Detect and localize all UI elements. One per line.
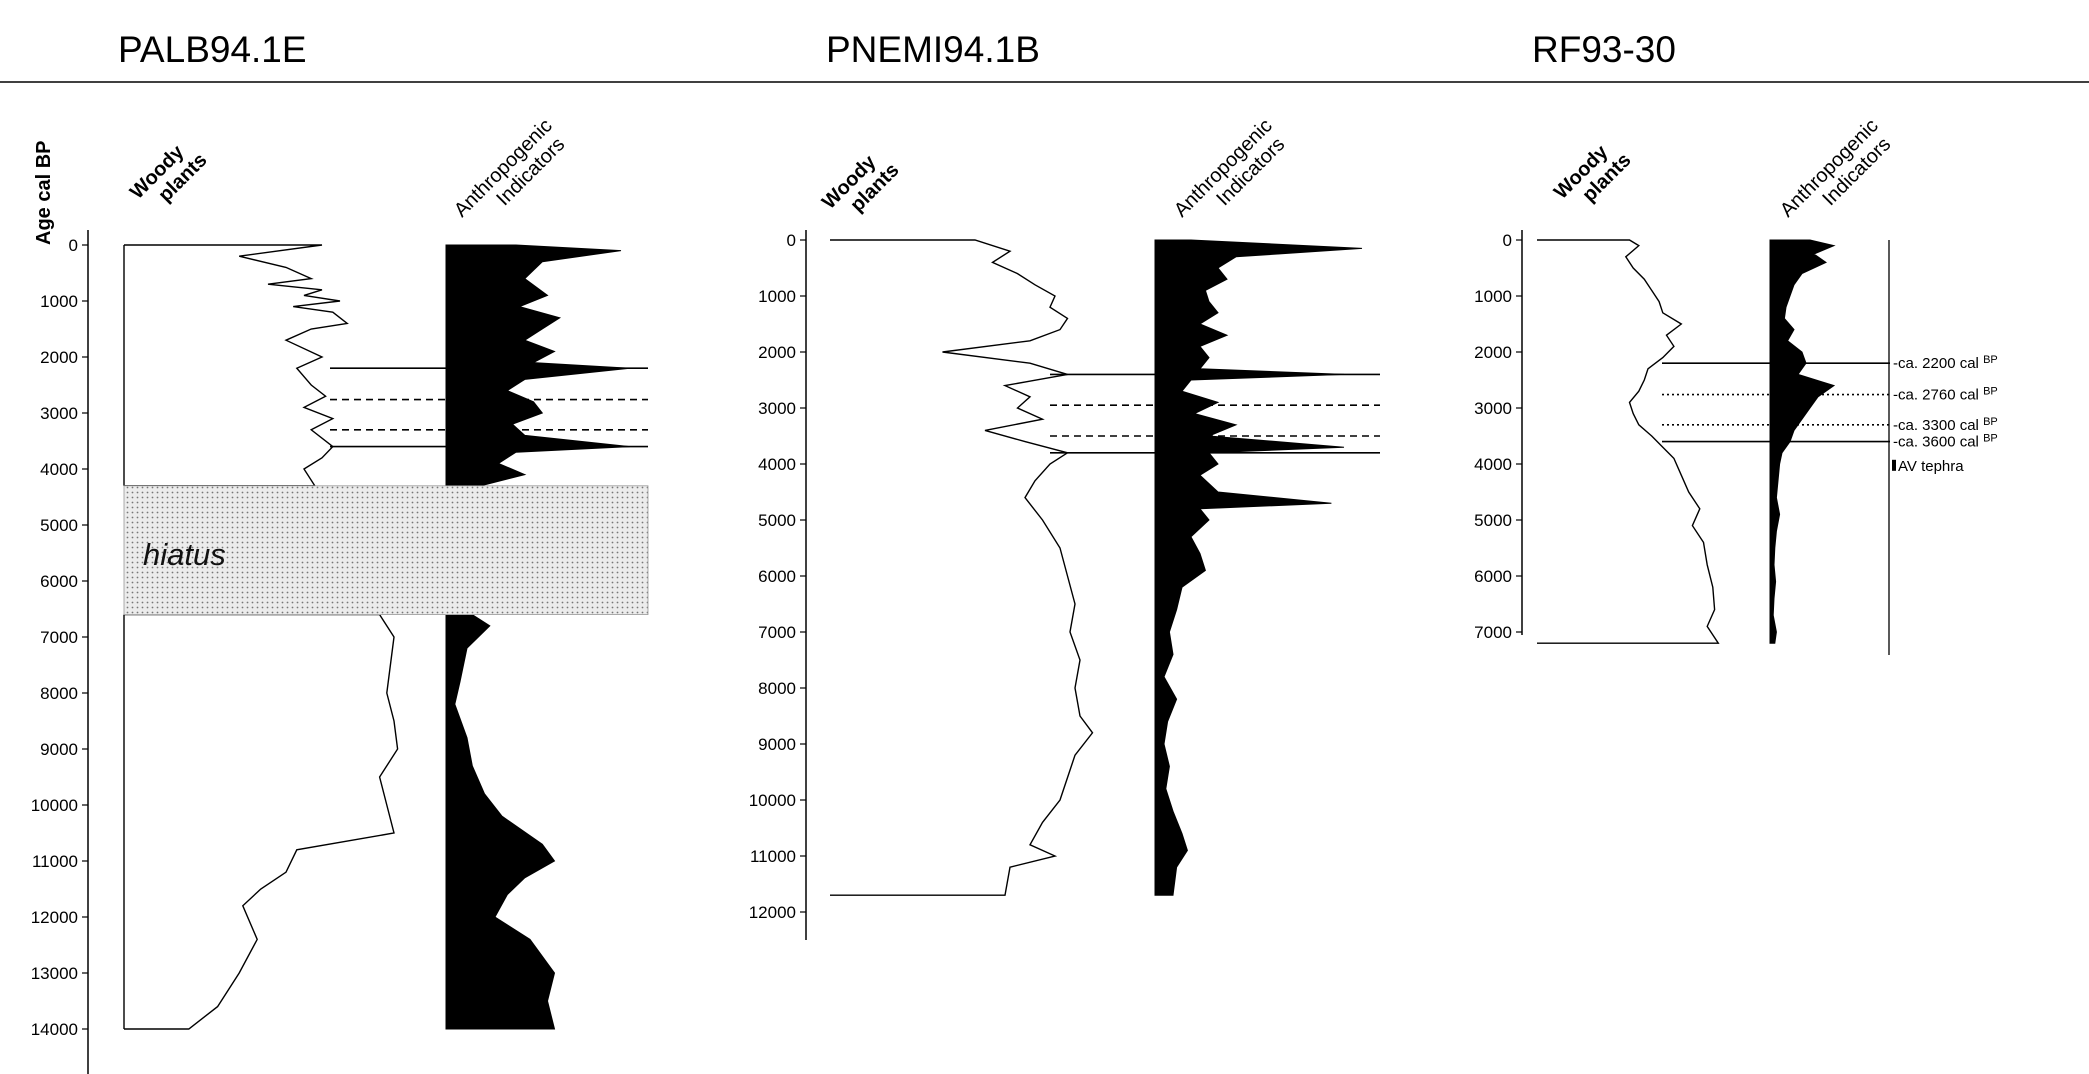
y-tick-label: 1000 xyxy=(1474,287,1512,306)
y-tick-label: 10000 xyxy=(31,796,78,815)
y-tick-label: 10000 xyxy=(749,791,796,810)
anthro-header-rf: Anthropogenic Indicators xyxy=(1776,115,1895,222)
y-tick-label: 4000 xyxy=(40,460,78,479)
y-tick-label: 12000 xyxy=(749,903,796,922)
y-tick-label: 3000 xyxy=(758,399,796,418)
y-tick-label: 5000 xyxy=(758,511,796,530)
tephra-label: AV tephra xyxy=(1898,458,1964,475)
y-tick-label: 12000 xyxy=(31,908,78,927)
panels: 0 1000 2000 3000 4000 5000 6000 7000 8000 9000 100… xyxy=(31,230,1998,1074)
y-tick-label: 4000 xyxy=(758,455,796,474)
y-tick-label: 0 xyxy=(787,231,796,250)
event-label-3600: -ca. 3600 cal BP xyxy=(1893,433,1998,451)
y-tick-label: 7000 xyxy=(1474,623,1512,642)
y-tick-label: 5000 xyxy=(40,516,78,535)
y-tick-label: 6000 xyxy=(40,572,78,591)
y-tick-label: 8000 xyxy=(758,679,796,698)
y-tick-label: 8000 xyxy=(40,684,78,703)
y-tick-label: 2000 xyxy=(40,348,78,367)
anthro-header-palb: Anthropogenic Indicators xyxy=(450,115,569,222)
woody-curve xyxy=(1537,239,1720,644)
y-tick-label: 7000 xyxy=(40,628,78,647)
y-tick-label: 0 xyxy=(69,236,78,255)
y-tick-label: 3000 xyxy=(1474,399,1512,418)
y-tick-label: 11000 xyxy=(750,847,796,866)
panel-title-pnemi: PNEMI94.1B xyxy=(826,29,1040,70)
tephra-marker xyxy=(1892,459,1896,471)
woody-header-rf: Woody plants xyxy=(1550,140,1635,206)
anthro-silhouette xyxy=(1154,239,1363,896)
panel-title-rf: RF93-30 xyxy=(1532,29,1676,70)
woody-curve xyxy=(124,244,349,487)
anthro-silhouette xyxy=(445,614,556,1030)
y-tick-label: 6000 xyxy=(1474,567,1512,586)
panel-2: 0 1000 2000 3000 4000 5000 6000 7000 -ca. 2200 c… xyxy=(1474,230,1998,655)
woody-header-palb: Woody plants xyxy=(126,140,211,206)
y-tick-label: 9000 xyxy=(40,740,78,759)
y-tick-label: 1000 xyxy=(758,287,796,306)
y-tick-label: 2000 xyxy=(1474,343,1512,362)
y-tick-label: 9000 xyxy=(758,735,796,754)
panel-1: 0 1000 2000 3000 4000 5000 6000 7000 8000 9000 100… xyxy=(749,230,1380,940)
anthro-silhouette xyxy=(445,244,630,487)
panel-title-palb: PALB94.1E xyxy=(118,29,307,70)
hiatus-band xyxy=(123,485,649,615)
y-tick-label: 3000 xyxy=(40,404,78,423)
y-tick-label: 11000 xyxy=(32,852,78,871)
woody-curve xyxy=(124,613,399,1030)
woody-header-pnemi: Woody plants xyxy=(818,150,903,216)
y-tick-label: 1000 xyxy=(40,292,78,311)
event-label-2200: -ca. 2200 cal BP xyxy=(1893,354,1998,372)
y-tick-label: 7000 xyxy=(758,623,796,642)
y-tick-label: 14000 xyxy=(31,1020,78,1039)
y-axis-label: Age cal BP xyxy=(33,141,55,245)
anthro-silhouette xyxy=(1769,239,1836,644)
y-tick-label: 5000 xyxy=(1474,511,1512,530)
hiatus-label: hiatus xyxy=(143,537,226,572)
panel-0: 0 1000 2000 3000 4000 5000 6000 7000 8000 9000 100… xyxy=(31,230,649,1074)
y-tick-label: 13000 xyxy=(31,964,78,983)
event-label-3300: -ca. 3300 cal BP xyxy=(1893,416,1998,434)
y-tick-label: 0 xyxy=(1503,231,1512,250)
event-label-2760: -ca. 2760 cal BP xyxy=(1893,386,1998,404)
anthro-header-pnemi: Anthropogenic Indicators xyxy=(1170,115,1289,222)
y-tick-label: 2000 xyxy=(758,343,796,362)
woody-curve xyxy=(830,239,1094,896)
y-tick-label: 4000 xyxy=(1474,455,1512,474)
y-tick-label: 6000 xyxy=(758,567,796,586)
